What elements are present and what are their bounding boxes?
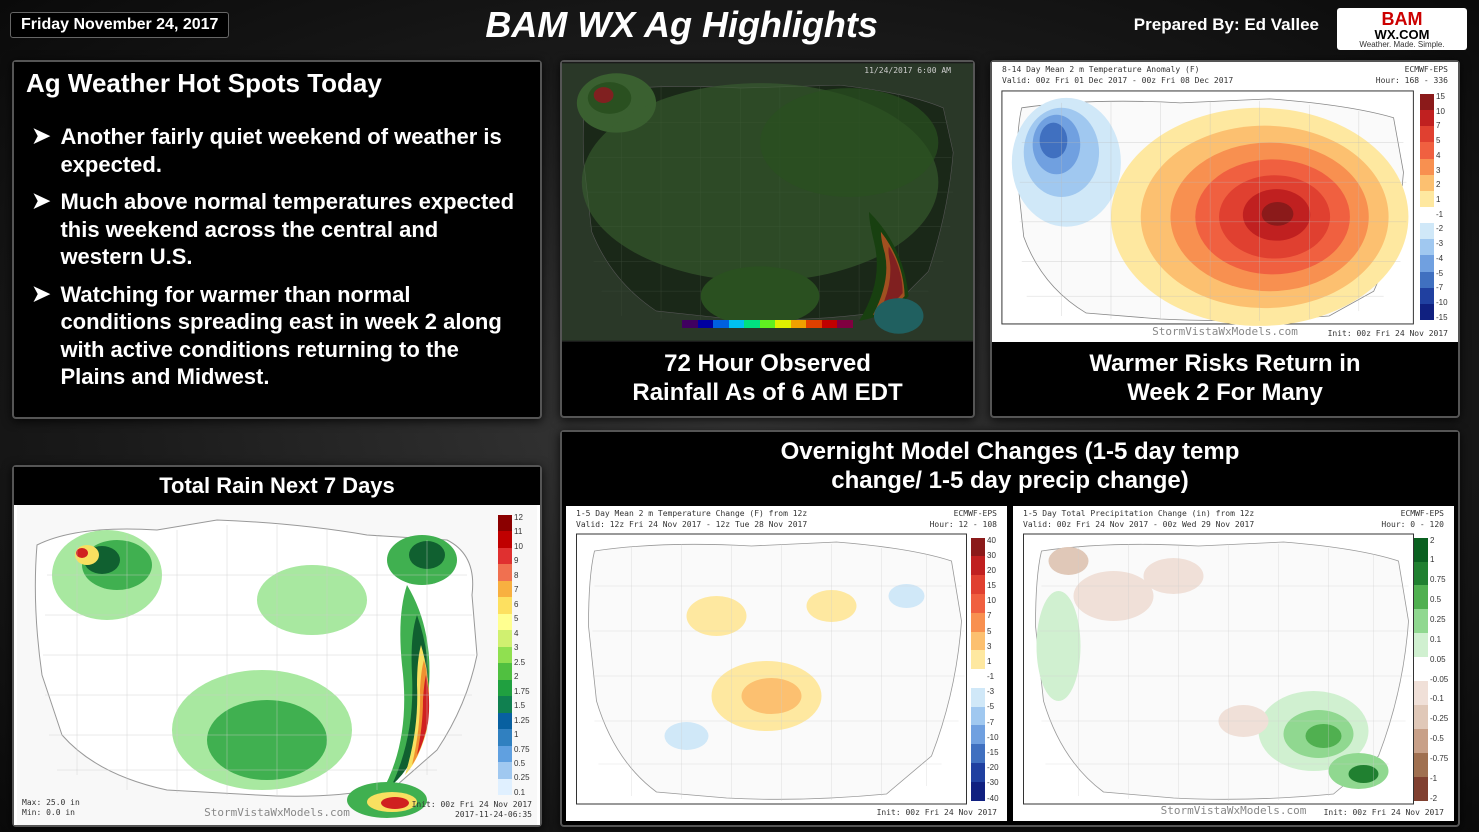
totalrain-map: 12111098765432.521.751.51.2510.750.50.25… <box>14 505 540 825</box>
page-title: BAM WX Ag Highlights <box>229 4 1133 46</box>
totalrain-init: Init: 00z Fri 24 Nov 2017 <box>412 800 532 809</box>
week2-colorbar-labels: 1510754321-1-2-3-4-5-7-10-15 <box>1436 92 1454 322</box>
week2-panel: 8-14 Day Mean 2 m Temperature Anomaly (F… <box>990 60 1460 418</box>
hotspots-body: ➤Another fairly quiet weekend of weather… <box>14 105 540 417</box>
hotspots-panel: Ag Weather Hot Spots Today ➤Another fair… <box>12 60 542 419</box>
obs72-panel: 11/24/2017 6:00 AM 72 Hour Observed Rain… <box>560 60 975 418</box>
tempchange-svg <box>566 506 1007 821</box>
week2-map: 8-14 Day Mean 2 m Temperature Anomaly (F… <box>992 62 1458 342</box>
totalrain-svg <box>14 505 540 825</box>
totalrain-min: Min: 0.0 in <box>22 808 75 817</box>
changes-title: Overnight Model Changes (1-5 day temp ch… <box>562 432 1458 502</box>
precipchange-map: 1-5 Day Total Precipitation Change (in) … <box>1013 506 1454 821</box>
totalrain-max: Max: 25.0 in <box>22 798 80 807</box>
bullet-text: Another fairly quiet weekend of weather … <box>60 123 522 178</box>
changes-panel: Overnight Model Changes (1-5 day temp ch… <box>560 430 1460 827</box>
totalrain-colorbar-labels: 12111098765432.521.751.51.2510.750.50.25… <box>514 513 532 797</box>
obs72-svg <box>562 62 973 342</box>
week2-title-text: 8-14 Day Mean 2 m Temperature Anomaly (F… <box>1002 65 1199 74</box>
week2-hour: Hour: 168 - 336 <box>1376 76 1448 85</box>
tempchange-map: 1-5 Day Mean 2 m Temperature Change (F) … <box>566 506 1007 821</box>
totalrain-colorbar <box>498 515 512 795</box>
week2-colorbar <box>1420 94 1434 320</box>
bullet-text: Much above normal temperatures expected … <box>60 188 522 271</box>
bullet-arrow-icon: ➤ <box>32 188 50 271</box>
bamwx-logo: BAM WX.COM Weather. Made. Simple. <box>1337 8 1467 50</box>
obs72-ts: 11/24/2017 6:00 AM <box>864 66 951 75</box>
prepared-by: Prepared By: Ed Vallee <box>1134 15 1319 35</box>
hotspot-bullet: ➤Another fairly quiet weekend of weather… <box>32 123 522 178</box>
header: Friday November 24, 2017 BAM WX Ag Highl… <box>0 4 1479 46</box>
totalrain-title: Total Rain Next 7 Days <box>14 467 540 505</box>
tempchange-colorbar-labels: 40302015107531-1-3-5-7-10-15-20-30-40 <box>987 536 1005 803</box>
totalrain-ts: 2017-11-24-06:35 <box>455 810 532 819</box>
bullet-text: Watching for warmer than normal conditio… <box>60 281 522 391</box>
week2-caption: Warmer Risks Return in Week 2 For Many <box>992 342 1458 416</box>
bullet-arrow-icon: ➤ <box>32 123 50 178</box>
tempchange-colorbar <box>971 538 985 801</box>
week2-init: Init: 00z Fri 24 Nov 2017 <box>1328 329 1448 338</box>
totalrain-watermark: StormVistaWxModels.com <box>204 806 350 819</box>
precipchange-svg <box>1013 506 1454 821</box>
hotspots-title: Ag Weather Hot Spots Today <box>14 62 540 105</box>
obs72-map: 11/24/2017 6:00 AM <box>562 62 973 342</box>
bullet-arrow-icon: ➤ <box>32 281 50 391</box>
hotspot-bullet: ➤Watching for warmer than normal conditi… <box>32 281 522 391</box>
totalrain-panel: Total Rain Next 7 Days <box>12 465 542 827</box>
hotspot-bullet: ➤Much above normal temperatures expected… <box>32 188 522 271</box>
obs72-caption: 72 Hour Observed Rainfall As of 6 AM EDT <box>562 342 973 416</box>
week2-watermark: StormVistaWxModels.com <box>1152 325 1298 338</box>
date-pill: Friday November 24, 2017 <box>10 12 229 38</box>
week2-model: ECMWF-EPS <box>1405 65 1448 74</box>
week2-svg <box>992 62 1458 342</box>
obs72-colorbar <box>682 320 853 328</box>
precipchange-colorbar <box>1414 538 1428 801</box>
week2-valid: Valid: 00z Fri 01 Dec 2017 - 00z Fri 08 … <box>1002 76 1233 85</box>
precipchange-colorbar-labels: 210.750.50.250.10.05-0.05-0.1-0.25-0.5-0… <box>1430 536 1452 803</box>
